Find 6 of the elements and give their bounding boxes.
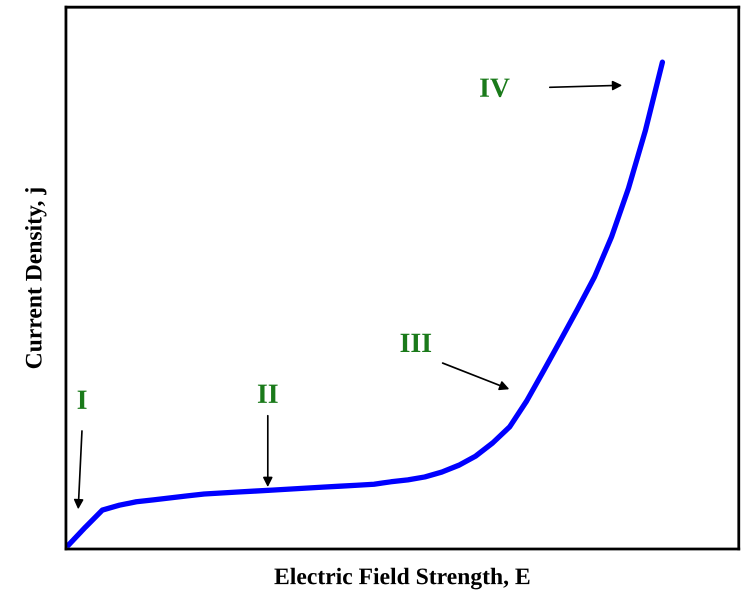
x-axis-title: Electric Field Strength, E [274,568,530,590]
annotation: II [258,384,278,403]
annotation: IV [480,78,510,98]
y-axis-title: Current Density, j [25,188,47,368]
annotation: I [78,390,87,409]
annotation: III [400,334,432,352]
